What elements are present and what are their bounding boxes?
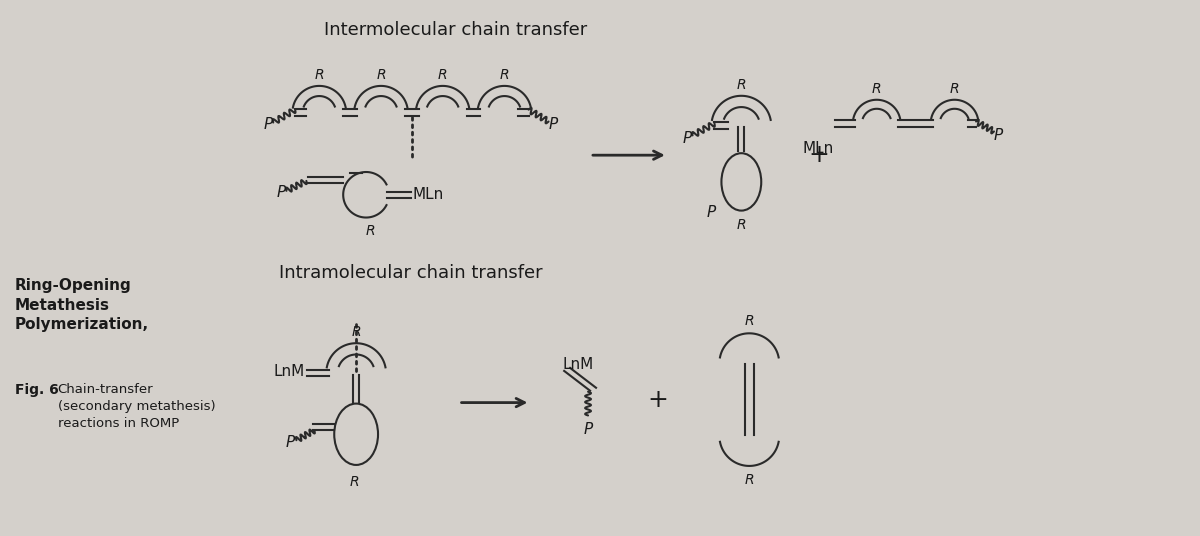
Text: +: +	[647, 388, 668, 412]
Text: P: P	[277, 185, 286, 200]
Text: P: P	[994, 128, 1002, 143]
Text: R: R	[737, 78, 746, 92]
Text: Fig. 6: Fig. 6	[14, 383, 59, 397]
Text: P: P	[286, 435, 295, 450]
Text: R: R	[744, 315, 754, 329]
Text: R: R	[377, 68, 386, 82]
Text: R: R	[744, 473, 754, 487]
Text: P: P	[683, 131, 692, 146]
Text: R: R	[314, 68, 324, 82]
Text: Chain-transfer
(secondary metathesis)
reactions in ROMP: Chain-transfer (secondary metathesis) re…	[58, 383, 215, 430]
Text: R: R	[438, 68, 448, 82]
Text: LnM: LnM	[562, 358, 594, 373]
Text: MLn: MLn	[413, 187, 444, 202]
Text: P: P	[548, 117, 558, 132]
Text: R: R	[352, 325, 361, 339]
Text: R: R	[737, 218, 746, 232]
Text: MLn: MLn	[802, 141, 833, 156]
Text: P: P	[707, 205, 716, 220]
Text: Intramolecular chain transfer: Intramolecular chain transfer	[280, 264, 542, 282]
Text: Ring-Opening
Metathesis
Polymerization,: Ring-Opening Metathesis Polymerization,	[14, 278, 149, 332]
Text: R: R	[499, 68, 509, 82]
Text: R: R	[365, 225, 374, 239]
Text: R: R	[872, 82, 882, 96]
Text: P: P	[583, 422, 593, 437]
Text: R: R	[949, 82, 959, 96]
Text: Intermolecular chain transfer: Intermolecular chain transfer	[324, 20, 587, 39]
Text: LnM: LnM	[274, 364, 305, 379]
Text: R: R	[349, 475, 359, 489]
Text: +: +	[809, 143, 829, 167]
Text: P: P	[264, 117, 272, 132]
